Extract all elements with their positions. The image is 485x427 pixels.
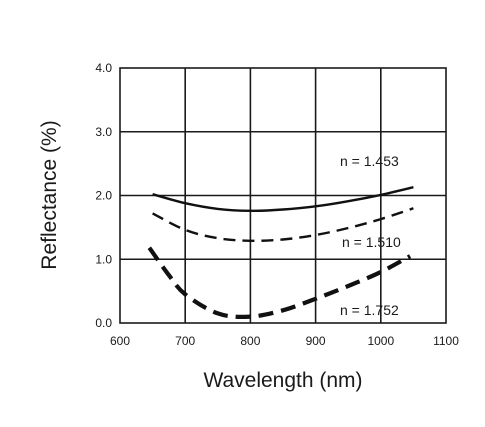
grid — [120, 68, 446, 323]
series-label-n1453: n = 1.453 — [340, 153, 399, 169]
series-label-n1752: n = 1.752 — [340, 302, 399, 318]
series-lines — [147, 186, 414, 319]
x-tick-label: 1000 — [367, 334, 394, 348]
x-axis-title: Wavelength (nm) — [203, 369, 362, 392]
series-label-n1510: n = 1.510 — [342, 234, 401, 250]
y-tick-label: 4.0 — [95, 61, 112, 75]
y-tick-label: 3.0 — [95, 125, 112, 139]
series-line-n1752 — [147, 246, 412, 319]
y-tick-label: 0.0 — [95, 316, 112, 330]
y-axis-title: Reflectance (%) — [38, 120, 61, 269]
series-line-n1453 — [152, 186, 414, 213]
y-tick-label: 2.0 — [95, 189, 112, 203]
x-tick-label: 700 — [175, 334, 195, 348]
plot-frame — [119, 67, 447, 324]
series-labels: n = 1.453 n = 1.510 n = 1.752 — [340, 153, 401, 318]
x-tick-labels: 600 700 800 900 1000 1100 — [110, 334, 459, 348]
x-tick-label: 600 — [110, 334, 130, 348]
y-tick-labels: 0.0 1.0 2.0 3.0 4.0 — [95, 61, 112, 330]
x-tick-label: 1100 — [433, 334, 459, 348]
x-tick-label: 800 — [240, 334, 260, 348]
series-line-n1510 — [152, 207, 414, 243]
y-tick-label: 1.0 — [95, 252, 112, 266]
x-tick-label: 900 — [306, 334, 326, 348]
